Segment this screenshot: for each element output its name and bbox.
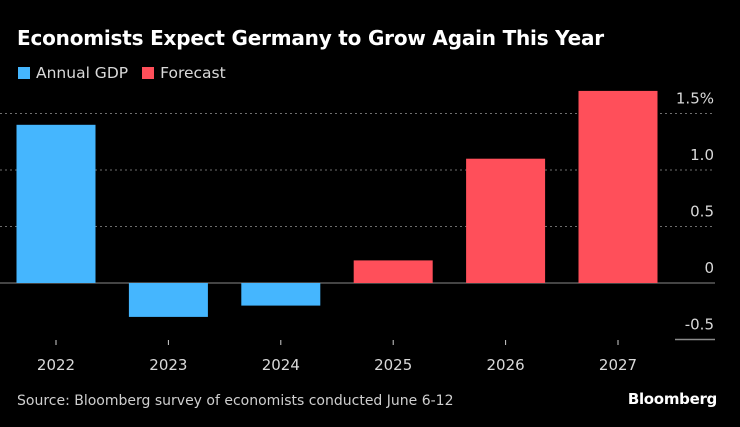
bloomberg-logo: Bloomberg — [627, 390, 717, 408]
source-note: Source: Bloomberg survey of economists c… — [17, 393, 454, 409]
legend-item-annual-gdp: Annual GDP — [18, 64, 128, 82]
legend-swatch-annual-gdp — [18, 67, 30, 79]
y-tick-label: -0.5 — [685, 316, 714, 334]
legend-label-forecast: Forecast — [160, 64, 226, 82]
bar-2023 — [128, 283, 208, 317]
x-tick-label: 2026 — [487, 356, 525, 374]
bar-2022 — [16, 124, 96, 283]
legend: Annual GDP Forecast — [18, 64, 240, 82]
legend-label-annual-gdp: Annual GDP — [36, 64, 129, 82]
legend-swatch-forecast — [142, 67, 155, 79]
y-tick-label: 0 — [704, 259, 714, 277]
y-tick-label: 1.5% — [676, 90, 714, 108]
legend-item-forecast: Forecast — [142, 64, 226, 82]
x-tick-label: 2024 — [262, 356, 300, 374]
bar-2024 — [241, 283, 321, 306]
y-tick-label: 1.0 — [690, 146, 714, 164]
bar-2027 — [578, 90, 658, 284]
x-tick-label: 2027 — [599, 356, 637, 374]
x-tick-label: 2023 — [149, 356, 187, 374]
chart-title: Economists Expect Germany to Grow Again … — [17, 26, 604, 50]
bar-2025 — [353, 260, 433, 283]
bar-2026 — [466, 158, 546, 283]
y-tick-label: 0.5 — [690, 203, 714, 221]
x-tick-label: 2025 — [374, 356, 412, 374]
x-tick-label: 2022 — [37, 356, 75, 374]
